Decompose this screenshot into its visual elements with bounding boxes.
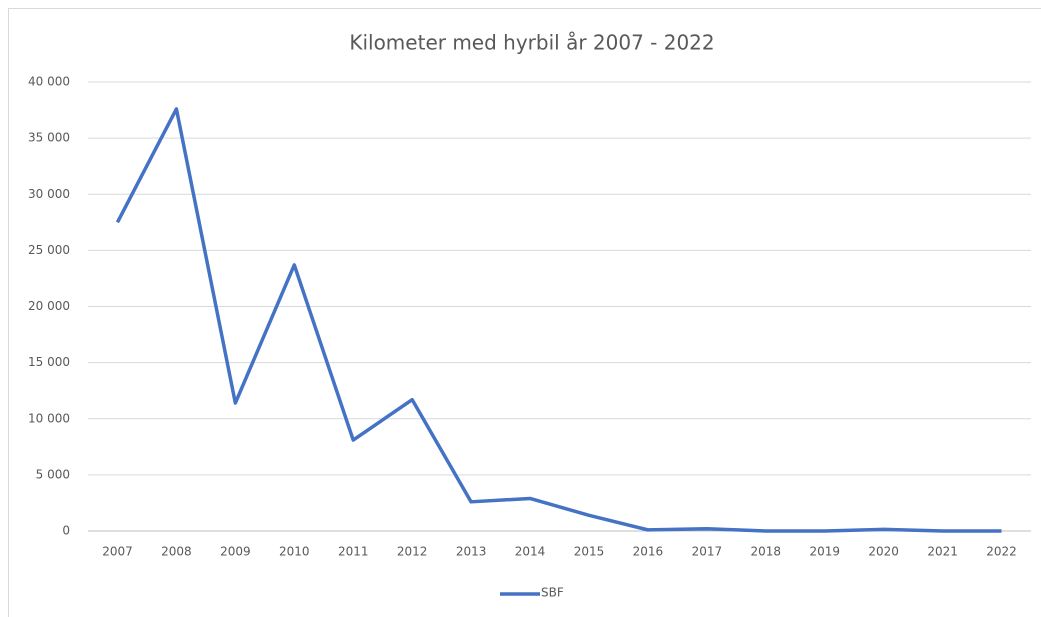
x-tick-label: 2011 [338, 545, 369, 559]
x-tick-label: 2014 [515, 545, 546, 559]
y-tick-label: 35 000 [28, 131, 70, 145]
x-tick-label: 2019 [809, 545, 840, 559]
x-tick-label: 2021 [927, 545, 958, 559]
x-tick-label: 2022 [986, 545, 1017, 559]
y-tick-label: 25 000 [28, 243, 70, 257]
x-tick-label: 2010 [279, 545, 310, 559]
x-tick-label: 2017 [692, 545, 723, 559]
y-tick-label: 10 000 [28, 411, 70, 425]
y-tick-label: 30 000 [28, 187, 70, 201]
legend-label: SBF [541, 586, 564, 600]
x-tick-label: 2015 [574, 545, 605, 559]
x-tick-label: 2013 [456, 545, 487, 559]
y-tick-label: 40 000 [28, 75, 70, 89]
y-tick-label: 0 [62, 524, 70, 538]
x-tick-label: 2008 [161, 545, 192, 559]
x-tick-label: 2018 [751, 545, 782, 559]
x-tick-label: 2016 [633, 545, 664, 559]
x-tick-label: 2012 [397, 545, 428, 559]
chart-title: Kilometer med hyrbil år 2007 - 2022 [349, 31, 714, 55]
chart-frame [8, 8, 1041, 617]
series-line [115, 107, 1002, 533]
y-tick-label: 5 000 [36, 467, 70, 481]
x-tick-label: 2009 [220, 545, 251, 559]
x-tick-label: 2007 [102, 545, 133, 559]
y-tick-label: 20 000 [28, 299, 70, 313]
y-tick-label: 15 000 [28, 355, 70, 369]
x-tick-label: 2020 [868, 545, 899, 559]
